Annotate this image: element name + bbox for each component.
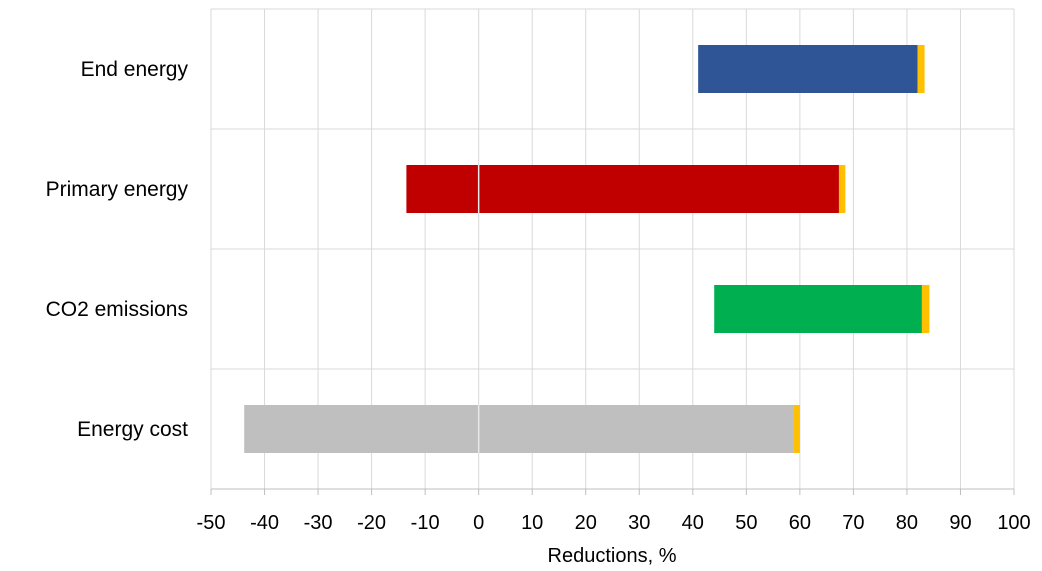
x-tick-label: 40 <box>682 512 704 534</box>
x-tick-label: 30 <box>628 512 650 534</box>
x-tick-label: 60 <box>789 512 811 534</box>
bar-cap <box>921 285 930 333</box>
x-tick-label: 50 <box>735 512 757 534</box>
bar-range <box>244 405 794 453</box>
bar-cap <box>793 405 800 453</box>
bars <box>244 45 930 453</box>
x-tick-label: -20 <box>357 512 386 534</box>
x-tick-label: 20 <box>575 512 597 534</box>
x-tick-label: -50 <box>197 512 226 534</box>
x-tick-label: -40 <box>250 512 279 534</box>
x-tick-label: 10 <box>521 512 543 534</box>
x-tick-label: 0 <box>473 512 484 534</box>
x-tick-label: 90 <box>949 512 971 534</box>
x-tick-label: 70 <box>842 512 864 534</box>
bar-range <box>406 165 839 213</box>
category-label: CO2 emissions <box>46 298 188 321</box>
x-tick-label: -10 <box>411 512 440 534</box>
bar-cap <box>838 165 846 213</box>
category-label: Energy cost <box>77 418 188 441</box>
bar-cap <box>917 45 925 93</box>
bar-range <box>698 45 918 93</box>
x-axis-title: Reductions, % <box>548 545 677 567</box>
x-tick-labels: -50 -40 -30 -20 -10 0 10 20 30 40 50 60 70 80 90 100 <box>197 512 1031 534</box>
category-labels: End energy Primary energy CO2 emissions Ene… <box>46 58 189 441</box>
x-tick-label: 100 <box>997 512 1030 534</box>
bar-range <box>714 285 922 333</box>
x-tick-label: 80 <box>896 512 918 534</box>
category-label: Primary energy <box>46 178 189 201</box>
category-label: End energy <box>81 58 189 81</box>
x-tick-label: -30 <box>304 512 333 534</box>
